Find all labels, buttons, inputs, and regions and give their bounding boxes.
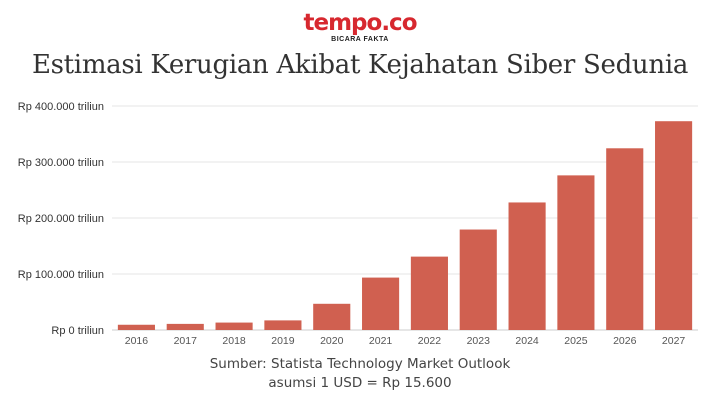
x-tick-label: 2022 [418,335,442,347]
x-tick-label: 2023 [467,335,491,347]
source-line: Sumber: Statista Technology Market Outlo… [209,356,511,372]
bar-2016 [117,324,155,330]
assumption-line: asumsi 1 USD = Rp 15.600 [268,375,452,391]
x-tick-label: 2016 [125,335,149,347]
bar-2018 [215,322,253,330]
brand-name: tempo.co [303,10,418,36]
bar-2024 [508,202,546,330]
y-tick-label: Rp 0 triliun [51,325,104,337]
brand-logo: tempo.co BICARA FAKTA [0,10,720,43]
bar-2021 [362,277,400,330]
y-tick-label: Rp 300.000 triliun [18,157,104,169]
x-tick-label: 2026 [613,335,637,347]
bar-2026 [606,148,644,330]
y-tick-label: Rp 400.000 triliun [18,101,104,113]
x-tick-label: 2017 [174,335,198,347]
x-tick-label: 2025 [564,335,588,347]
chart-source: Sumber: Statista Technology Market Outlo… [0,355,720,393]
y-tick-label: Rp 200.000 triliun [18,213,104,225]
bar-2022 [410,256,448,330]
brand-tagline: BICARA FAKTA [331,36,389,43]
x-tick-label: 2027 [662,335,686,347]
x-tick-label: 2019 [271,335,295,347]
x-tick-label: 2020 [320,335,344,347]
chart-title: Estimasi Kerugian Akibat Kejahatan Siber… [31,50,689,80]
x-tick-label: 2021 [369,335,393,347]
bar-2025 [557,175,595,330]
bar-chart: Rp 0 triliun Rp 100.000 triliun Rp 200.000… [18,101,698,347]
y-tick-label: Rp 100.000 triliun [18,269,104,281]
x-tick-label: 2024 [515,335,539,347]
bar-2019 [264,320,302,330]
x-tick-label: 2018 [222,335,246,347]
bar-2027 [655,121,693,331]
bar-2020 [313,303,351,330]
bar-2023 [459,229,497,330]
bar-2017 [166,323,204,330]
